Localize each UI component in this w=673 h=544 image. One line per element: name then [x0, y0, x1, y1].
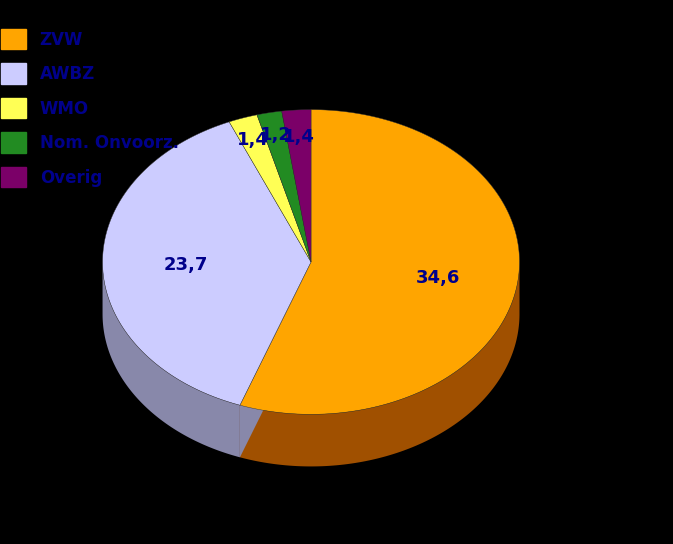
Polygon shape	[240, 262, 311, 458]
Text: 34,6: 34,6	[416, 269, 460, 287]
Legend: ZVW, AWBZ, WMO, Nom. Onvoorz., Overig: ZVW, AWBZ, WMO, Nom. Onvoorz., Overig	[0, 21, 187, 195]
Text: 1,4: 1,4	[283, 128, 315, 146]
Polygon shape	[240, 110, 520, 415]
Text: 1,2: 1,2	[260, 126, 291, 144]
Polygon shape	[229, 115, 311, 262]
Polygon shape	[102, 262, 240, 458]
Polygon shape	[282, 110, 311, 262]
Polygon shape	[257, 111, 311, 262]
Polygon shape	[240, 262, 311, 458]
Text: 1,4: 1,4	[237, 131, 269, 149]
Polygon shape	[240, 262, 520, 466]
Text: 23,7: 23,7	[164, 256, 208, 274]
Polygon shape	[102, 122, 311, 405]
